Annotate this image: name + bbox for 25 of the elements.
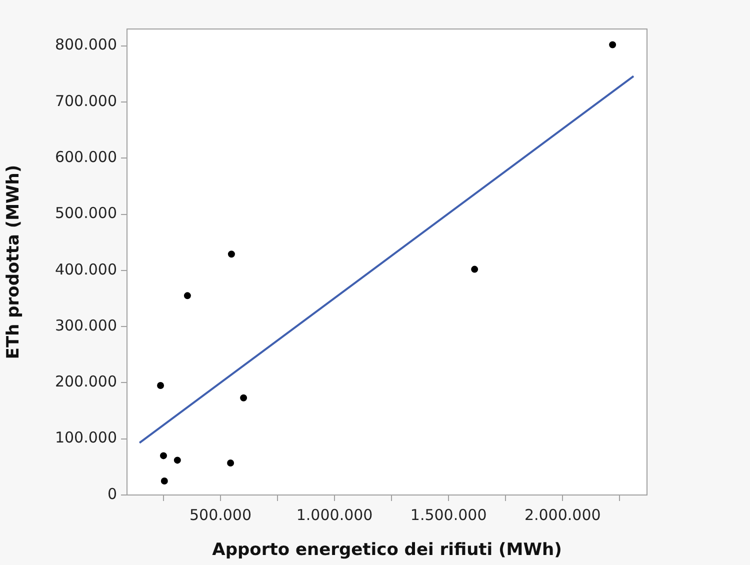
point xyxy=(609,41,616,48)
y-tick-label: 200.000 xyxy=(54,372,117,391)
y-tick-label: 500.000 xyxy=(54,204,117,222)
point xyxy=(471,266,478,273)
point xyxy=(227,460,234,466)
y-tick-label: 300.000 xyxy=(54,316,117,334)
point xyxy=(160,477,168,484)
y-tick-label: 600.000 xyxy=(54,148,117,166)
x-tick-label: 1.000.000 xyxy=(296,506,373,524)
point xyxy=(240,394,248,402)
y-axis-title: ETh prodotta (MWh) xyxy=(4,164,24,360)
point xyxy=(184,292,191,300)
point xyxy=(160,452,167,460)
y-tick-label: 0 xyxy=(107,484,117,503)
point xyxy=(174,456,181,464)
y-tick-label: 400.000 xyxy=(54,260,117,278)
x-tick-label: 1.500.000 xyxy=(410,506,487,524)
y-tick-label: 700.000 xyxy=(54,92,117,110)
x-tick-label: 2.000.000 xyxy=(524,506,601,524)
point xyxy=(157,382,164,390)
x-tick-label: 500.000 xyxy=(189,506,252,524)
y-tick-label: 800.000 xyxy=(54,36,117,54)
y-tick-label: 100.000 xyxy=(54,428,117,447)
point xyxy=(228,250,235,258)
x-axis-title: Apporto energetico dei rifiuti (MWh) xyxy=(212,540,562,560)
